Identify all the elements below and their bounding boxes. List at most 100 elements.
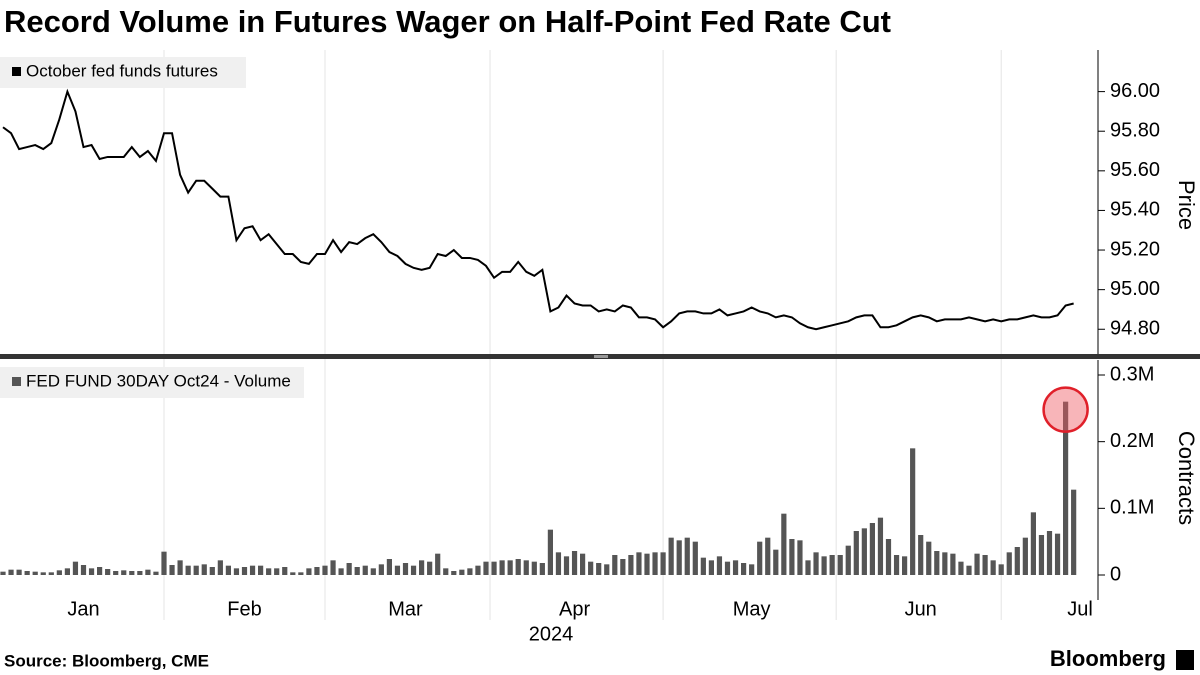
volume-bar <box>620 559 626 575</box>
volume-bar <box>781 513 787 575</box>
volume-bar <box>853 531 859 575</box>
volume-bar <box>797 540 803 575</box>
volume-bar <box>571 551 578 575</box>
volume-bar <box>676 540 682 575</box>
volume-bar <box>56 570 62 575</box>
volume-bar <box>821 556 827 575</box>
volume-bar <box>419 560 425 575</box>
volume-bar <box>274 568 280 575</box>
volume-bar <box>724 561 731 575</box>
volume-bar <box>628 555 634 575</box>
price-line <box>2 88 1074 331</box>
volume-bar <box>378 564 384 575</box>
volume-bar <box>942 552 948 575</box>
volume-bar <box>483 561 489 575</box>
volume-bar <box>555 552 562 575</box>
volume-bar <box>491 561 497 575</box>
volume-bar <box>515 559 521 575</box>
y-tick-label: 0 <box>1110 563 1121 585</box>
y-tick-label: 94.80 <box>1110 318 1160 340</box>
volume-bar <box>64 568 70 575</box>
volume-bar <box>845 545 851 575</box>
volume-bar <box>765 537 771 575</box>
volume-bar <box>338 568 344 575</box>
volume-bar <box>773 549 779 575</box>
volume-bar <box>1046 531 1053 575</box>
volume-bar <box>580 553 586 575</box>
brand: Bloomberg <box>1050 646 1166 671</box>
volume-bar <box>877 517 884 575</box>
volume-bar <box>410 565 417 575</box>
legend-box <box>0 367 304 398</box>
volume-bar <box>716 556 723 575</box>
x-tick-label: May <box>733 598 771 620</box>
volume-bar <box>1063 401 1069 575</box>
legend-label: FED FUND 30DAY Oct24 - Volume <box>26 371 291 390</box>
legend-label: October fed funds futures <box>26 61 218 80</box>
x-tick-label: Jan <box>67 598 99 620</box>
volume-bar <box>813 552 819 575</box>
volume-bar <box>121 570 127 575</box>
volume-bar <box>926 541 932 575</box>
y-tick-label: 0.2M <box>1110 430 1154 452</box>
volume-bar <box>531 561 537 575</box>
volume-bar <box>1022 537 1028 575</box>
volume-bar <box>499 560 505 575</box>
volume-bar <box>1054 533 1061 575</box>
volume-bar <box>129 571 135 575</box>
volume-bar <box>24 571 30 575</box>
volume-bar <box>241 567 248 575</box>
volume-bar <box>97 567 103 575</box>
volume-bar <box>732 560 739 575</box>
volume-bar <box>451 571 457 575</box>
y-tick-label: 95.40 <box>1110 199 1160 221</box>
volume-bar <box>523 560 529 575</box>
volume-bar <box>0 571 6 575</box>
volume-bar <box>974 553 980 575</box>
volume-bar <box>185 565 191 575</box>
volume-bar <box>80 565 87 575</box>
volume-bar <box>547 529 553 575</box>
brand-icon <box>1176 650 1194 670</box>
volume-bar <box>153 571 159 575</box>
volume-bar <box>354 567 360 575</box>
volume-bar <box>282 567 288 575</box>
volume-bar <box>885 539 892 575</box>
volume-bar <box>805 560 811 575</box>
volume-bar <box>72 561 79 575</box>
volume-bar <box>105 569 111 575</box>
y-tick-label: 95.20 <box>1110 238 1160 260</box>
volume-bar <box>636 552 642 575</box>
legend-box <box>0 57 246 88</box>
y-tick-label: 96.00 <box>1110 80 1160 102</box>
volume-bar <box>314 567 320 575</box>
volume-bar <box>16 569 22 575</box>
y-axis-title: Price <box>1174 180 1199 230</box>
volume-bar <box>225 565 231 575</box>
x-tick-label: Mar <box>388 598 423 620</box>
volume-bar <box>1006 552 1012 575</box>
volume-bar <box>306 568 312 575</box>
chart-title: Record Volume in Futures Wager on Half-P… <box>4 4 891 39</box>
volume-bar <box>539 563 545 575</box>
volume-bar <box>749 564 755 575</box>
volume-bar <box>982 555 988 575</box>
volume-bar <box>563 556 570 575</box>
volume-bar <box>249 565 256 575</box>
volume-bar <box>467 568 473 575</box>
volume-bar <box>966 565 972 575</box>
volume-bar <box>370 568 376 575</box>
volume-bar <box>652 552 658 575</box>
x-tick-label: Jul <box>1067 598 1093 620</box>
volume-bar <box>861 528 867 575</box>
volume-bar <box>708 560 714 575</box>
volume-bar <box>386 559 392 575</box>
volume-bar <box>177 560 183 575</box>
x-tick-label: Feb <box>227 598 261 620</box>
volume-bar <box>137 571 143 575</box>
volume-bar <box>1014 547 1020 575</box>
legend-swatch <box>12 377 21 386</box>
volume-bar <box>193 565 199 575</box>
volume-bar <box>88 568 95 575</box>
